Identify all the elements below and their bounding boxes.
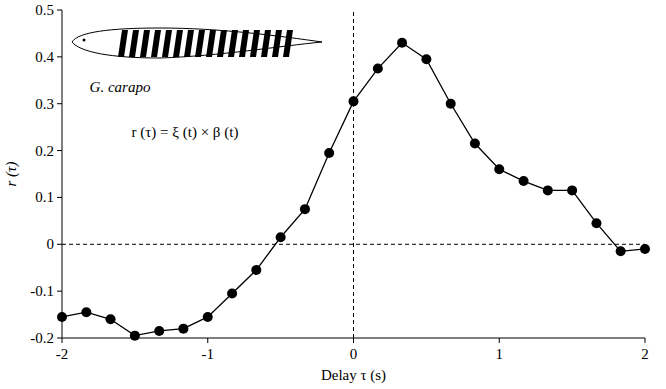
y-tick-label: 0.1 [35,189,54,205]
x-tick [499,338,500,343]
fish-stripe [195,30,205,57]
annotation: r (τ) = ξ (t) × β (t) [132,124,239,141]
fish-stripe [118,30,128,57]
data-point [178,324,188,334]
y-tick [57,244,62,245]
data-point [640,244,650,254]
fish-stripe [173,30,183,57]
data-point [203,312,213,322]
x-tick-label: 1 [496,346,504,362]
data-point [567,185,577,195]
y-tick-label: 0.4 [35,49,54,65]
data-point [324,148,334,158]
x-tick [353,338,354,343]
x-tick-label: 2 [641,346,649,362]
reference-line [353,10,354,338]
y-tick [57,338,62,339]
fish-stripe [250,30,260,57]
fish-eye [83,39,86,42]
data-point [421,54,431,64]
fish-stripe [239,30,249,57]
x-tick [207,338,208,343]
y-tick [57,291,62,292]
annotation: G. carapo [90,79,151,95]
fish-stripe [206,30,216,57]
y-tick-label: 0.5 [35,2,54,18]
data-point [470,139,480,149]
y-tick-label: -0.1 [30,283,54,299]
data-point [57,312,67,322]
plot-data [57,38,650,341]
fish-stripe [272,30,282,57]
fish-stripe [140,30,150,57]
data-point [300,204,310,214]
data-point [251,265,261,275]
data-point [543,185,553,195]
x-axis-title: Delay τ (s) [321,367,386,384]
x-tick-label: 0 [350,346,358,362]
data-point [276,232,286,242]
data-point [616,246,626,256]
data-point [373,64,383,74]
y-tick-label: 0 [47,236,55,252]
fish-stripe [151,30,161,57]
y-tick [57,10,62,11]
fish-stripe [184,30,194,57]
data-point [494,164,504,174]
y-tick-label: -0.2 [30,330,54,346]
data-point [130,331,140,341]
y-tick [57,56,62,57]
fish-stripe [162,30,172,57]
reference-line [62,244,645,245]
data-point [519,176,529,186]
data-point [446,99,456,109]
x-tick-label: -1 [202,346,215,362]
y-axis [62,10,63,338]
y-tick [57,103,62,104]
fish-body [72,28,322,58]
x-tick-label: -2 [56,346,69,362]
data-point [349,96,359,106]
fish-stripe [217,30,227,57]
data-point [227,288,237,298]
fish-stripe [283,30,293,57]
fish-stripe [129,30,139,57]
y-tick-label: 0.3 [35,96,54,112]
data-point [81,307,91,317]
fish-stripe [261,30,271,57]
fish-stripe [228,30,238,57]
series-line [62,43,645,336]
y-tick-label: 0.2 [35,143,54,159]
y-tick [57,197,62,198]
data-point [397,38,407,48]
data-point [591,218,601,228]
fish-illustration [72,28,322,58]
data-point [154,326,164,336]
y-tick [57,150,62,151]
x-tick [645,338,646,343]
chart: -0.2 -0.1 0 0.1 0.2 0.3 0.4 0.5 -2 -1 0 1 2 Delay τ (… [0,0,666,389]
y-axis-title: r (τ) [3,162,20,187]
x-tick [62,338,63,343]
data-point [106,314,116,324]
